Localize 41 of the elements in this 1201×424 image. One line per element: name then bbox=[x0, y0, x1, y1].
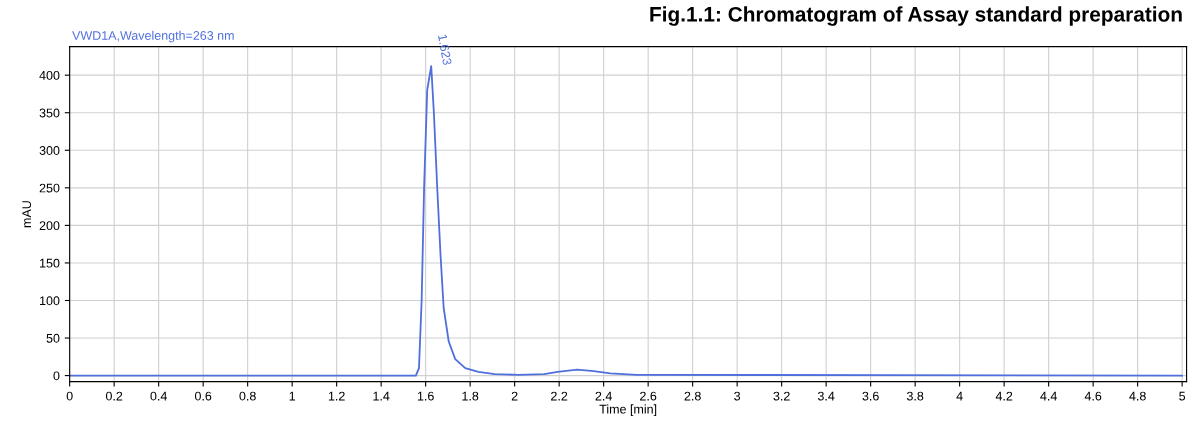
x-tick-label: 0.6 bbox=[194, 391, 212, 401]
chart-title: Fig.1.1: Chromatogram of Assay standard preparation bbox=[650, 6, 1182, 26]
x-tick-label: 2.2 bbox=[551, 391, 568, 401]
x-tick-label: 1.2 bbox=[328, 391, 345, 401]
y-tick-label: 300 bbox=[39, 146, 60, 155]
y-tick-label: 50 bbox=[46, 333, 60, 343]
x-tick-label: 4.2 bbox=[995, 391, 1013, 401]
x-tick-label: 1.4 bbox=[373, 391, 390, 401]
line-series bbox=[69, 65, 1184, 377]
x-tick-label: 4.4 bbox=[1040, 391, 1057, 401]
x-tick-label: 4.8 bbox=[1129, 391, 1146, 401]
x-axis-title: Time [min] bbox=[599, 404, 657, 417]
x-tick-label: 5 bbox=[1179, 391, 1186, 401]
annotation: 1.623 bbox=[437, 34, 452, 66]
y-axis-title: mAU bbox=[22, 201, 32, 228]
x-tick-label: 2.4 bbox=[595, 391, 612, 401]
chart-subtitle: VWD1A,Wavelength=263 nm bbox=[72, 30, 234, 43]
x-tick-label: 0.8 bbox=[239, 391, 256, 401]
x-tick-label: 2 bbox=[511, 391, 518, 401]
y-tick-label: 350 bbox=[39, 108, 60, 118]
x-tick-label: 3.6 bbox=[862, 391, 879, 401]
x-tick-label: 2.6 bbox=[640, 391, 657, 401]
y-tick-label: 250 bbox=[39, 183, 60, 193]
x-tick-label: 0.2 bbox=[105, 391, 123, 401]
y-tick-label: 200 bbox=[39, 221, 60, 231]
x-tick-label: 1.6 bbox=[417, 391, 434, 401]
y-tick-label: 0 bbox=[53, 371, 60, 381]
x-tick-label: 1 bbox=[289, 391, 296, 401]
x-tick-label: 4.6 bbox=[1084, 391, 1102, 401]
x-tick-label: 3.2 bbox=[773, 391, 790, 401]
x-tick-label: 2.8 bbox=[684, 391, 701, 401]
y-tick-label: 400 bbox=[39, 70, 60, 80]
x-tick-label: 3.8 bbox=[906, 391, 924, 401]
y-tick-label: 150 bbox=[40, 258, 60, 268]
x-tick-label: 3 bbox=[734, 391, 741, 401]
y-tick-label: 100 bbox=[40, 296, 60, 306]
x-tick-label: 4 bbox=[956, 391, 963, 401]
x-tick-label: 3.4 bbox=[817, 391, 835, 401]
x-tick-label: 1.8 bbox=[462, 391, 479, 401]
x-tick-label: 0 bbox=[66, 391, 73, 401]
x-tick-label: 0.4 bbox=[150, 391, 167, 401]
